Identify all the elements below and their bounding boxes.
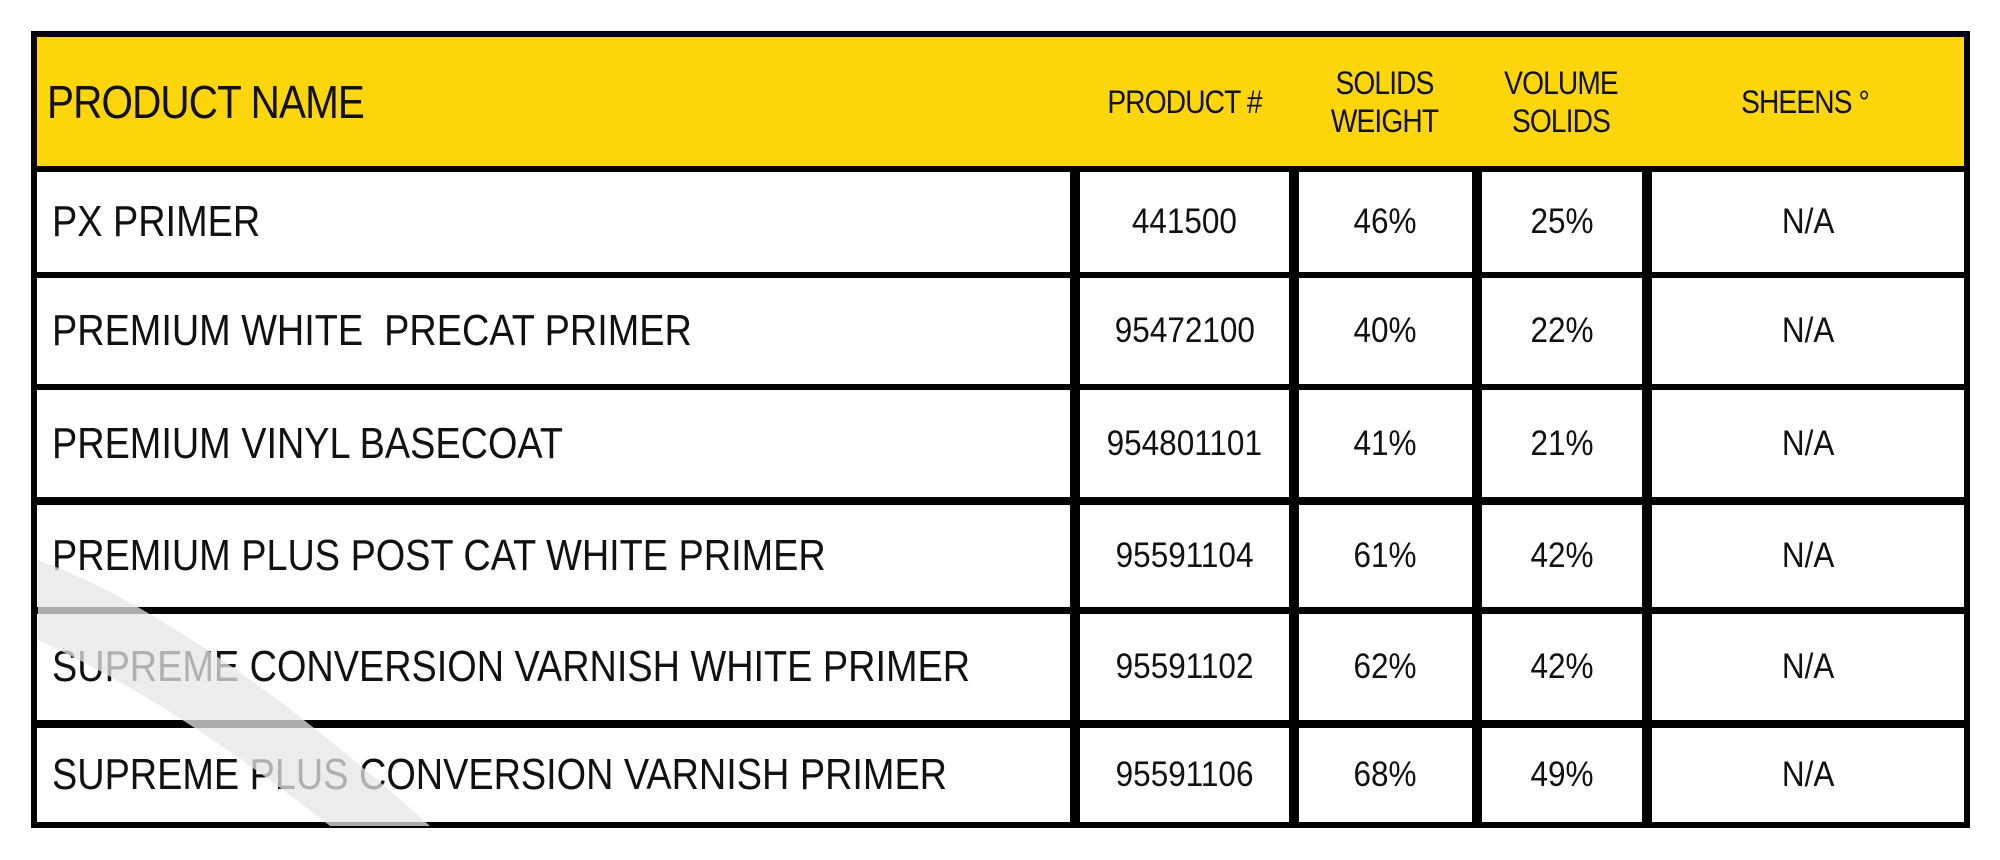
volume-solids-text: 25% xyxy=(1530,202,1594,241)
table-row: SUPREME PLUS CONVERSION VARNISH PRIMER 9… xyxy=(37,728,1964,822)
cell-sheens: N/A xyxy=(1652,172,1964,272)
table-row: PREMIUM PLUS POST CAT WHITE PRIMER 95591… xyxy=(37,505,1964,607)
cell-sheens: N/A xyxy=(1652,505,1964,607)
cell-solids-weight: 61% xyxy=(1299,505,1472,607)
product-number-text: 95472100 xyxy=(1114,311,1255,350)
cell-volume-solids: 42% xyxy=(1482,614,1642,720)
product-name-text: PREMIUM WHITE PRECAT PRIMER xyxy=(52,306,692,355)
cell-volume-solids: 25% xyxy=(1482,172,1642,272)
product-name-text: SUPREME PLUS CONVERSION VARNISH PRIMER xyxy=(52,750,948,799)
cell-product-number: 95591106 xyxy=(1080,728,1289,822)
product-number-text: 441500 xyxy=(1131,202,1238,241)
cell-volume-solids: 42% xyxy=(1482,505,1642,607)
solids-weight-text: 46% xyxy=(1353,202,1418,241)
table-row: SUPREME CONVERSION VARNISH WHITE PRIMER … xyxy=(37,614,1964,720)
table-row: PREMIUM VINYL BASECOAT 954801101 41% 21%… xyxy=(37,390,1964,497)
cell-solids-weight: 46% xyxy=(1299,172,1472,272)
cell-product-name: SUPREME CONVERSION VARNISH WHITE PRIMER xyxy=(37,614,1070,720)
cell-sheens: N/A xyxy=(1652,614,1964,720)
cell-product-number: 441500 xyxy=(1080,172,1289,272)
product-name-text: PREMIUM VINYL BASECOAT xyxy=(52,418,563,468)
sheens-text: N/A xyxy=(1781,202,1835,241)
cell-sheens: N/A xyxy=(1652,390,1964,497)
header-solids-weight: SOLIDS WEIGHT xyxy=(1304,37,1465,166)
sheens-text: N/A xyxy=(1781,647,1835,686)
product-specs-table: PRODUCT NAME PRODUCT # SOLIDS WEIGHT VOL… xyxy=(31,31,1970,828)
table-row: PX PRIMER 441500 46% 25% N/A xyxy=(37,172,1964,272)
cell-volume-solids: 49% xyxy=(1482,728,1642,822)
header-product-name: PRODUCT NAME xyxy=(47,75,365,128)
header-sheens: SHEENS ° xyxy=(1741,83,1870,120)
solids-weight-text: 61% xyxy=(1353,536,1418,575)
cell-volume-solids: 21% xyxy=(1482,390,1642,497)
cell-product-name: PX PRIMER xyxy=(37,172,1070,272)
cell-volume-solids: 22% xyxy=(1482,278,1642,384)
cell-product-name: PREMIUM VINYL BASECOAT xyxy=(37,390,1070,497)
cell-product-name: PREMIUM WHITE PRECAT PRIMER xyxy=(37,278,1070,384)
table-header: PRODUCT NAME PRODUCT # SOLIDS WEIGHT VOL… xyxy=(37,37,1964,166)
cell-product-number: 95591102 xyxy=(1080,614,1289,720)
cell-sheens: N/A xyxy=(1652,728,1964,822)
header-volume-solids-line1: VOLUME xyxy=(1504,64,1619,101)
volume-solids-text: 42% xyxy=(1530,647,1594,686)
cell-solids-weight: 68% xyxy=(1299,728,1472,822)
volume-solids-text: 22% xyxy=(1530,311,1594,350)
sheens-text: N/A xyxy=(1781,423,1835,463)
table-row: PREMIUM WHITE PRECAT PRIMER 95472100 40%… xyxy=(37,278,1964,384)
header-volume-solids: VOLUME SOLIDS xyxy=(1486,37,1636,166)
cell-solids-weight: 40% xyxy=(1299,278,1472,384)
sheens-text: N/A xyxy=(1781,311,1835,350)
header-volume-solids-line2: SOLIDS xyxy=(1511,102,1611,139)
product-number-text: 95591102 xyxy=(1115,647,1254,686)
product-number-text: 954801101 xyxy=(1106,423,1263,463)
product-name-text: PX PRIMER xyxy=(52,197,261,246)
solids-weight-text: 62% xyxy=(1353,647,1418,686)
solids-weight-text: 40% xyxy=(1353,311,1418,350)
cell-product-number: 95591104 xyxy=(1080,505,1289,607)
solids-weight-text: 68% xyxy=(1353,755,1418,794)
header-solids-weight-line1: SOLIDS xyxy=(1335,64,1434,101)
volume-solids-text: 49% xyxy=(1530,755,1594,794)
product-name-text: SUPREME CONVERSION VARNISH WHITE PRIMER xyxy=(52,642,971,691)
cell-product-name: SUPREME PLUS CONVERSION VARNISH PRIMER xyxy=(37,728,1070,822)
cell-sheens: N/A xyxy=(1652,278,1964,384)
header-product-number: PRODUCT # xyxy=(1107,83,1262,120)
product-number-text: 95591104 xyxy=(1115,536,1254,575)
product-name-text: PREMIUM PLUS POST CAT WHITE PRIMER xyxy=(52,531,826,580)
header-solids-weight-line2: WEIGHT xyxy=(1330,102,1439,139)
solids-weight-text: 41% xyxy=(1353,423,1418,463)
cell-product-number: 95472100 xyxy=(1080,278,1289,384)
cell-product-name: PREMIUM PLUS POST CAT WHITE PRIMER xyxy=(37,505,1070,607)
volume-solids-text: 21% xyxy=(1530,423,1594,463)
cell-solids-weight: 62% xyxy=(1299,614,1472,720)
cell-solids-weight: 41% xyxy=(1299,390,1472,497)
sheens-text: N/A xyxy=(1781,536,1835,575)
sheens-text: N/A xyxy=(1781,755,1835,794)
cell-product-number: 954801101 xyxy=(1080,390,1289,497)
product-number-text: 95591106 xyxy=(1115,755,1254,794)
volume-solids-text: 42% xyxy=(1530,536,1594,575)
